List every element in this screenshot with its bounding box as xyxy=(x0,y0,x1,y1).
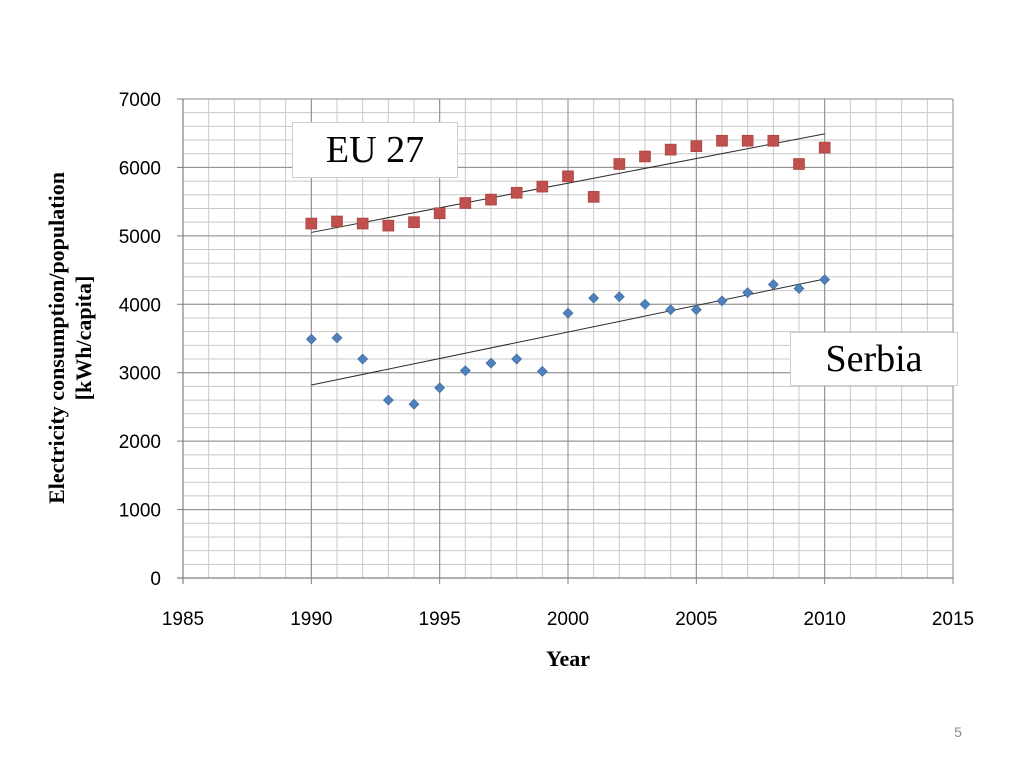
x-tick-label: 2015 xyxy=(932,609,974,630)
data-point-square xyxy=(536,180,549,193)
data-point-square xyxy=(587,191,600,203)
data-point-diamond xyxy=(485,357,497,369)
data-point-square xyxy=(433,207,446,220)
data-point-square xyxy=(613,158,626,170)
y-tick-label: 5000 xyxy=(119,227,161,248)
data-point-diamond xyxy=(639,298,651,310)
y-tick-label: 4000 xyxy=(119,295,161,316)
serbia-label: Serbia xyxy=(790,332,958,386)
data-point-diamond xyxy=(511,353,523,365)
data-point-square xyxy=(356,217,369,230)
data-point-diamond xyxy=(613,291,625,303)
trendline xyxy=(311,133,825,233)
y-tick-label: 0 xyxy=(150,569,161,590)
x-tick-label: 2005 xyxy=(675,609,717,630)
data-point-square xyxy=(639,150,651,163)
y-tick-label: 2000 xyxy=(119,432,161,453)
data-point-square xyxy=(818,141,831,154)
x-tick-label: 2010 xyxy=(804,609,846,630)
page-number: 5 xyxy=(954,724,962,740)
data-point-diamond xyxy=(716,295,728,307)
data-point-square xyxy=(793,158,805,170)
y-axis-title-line: [kWh/capita] xyxy=(71,276,96,401)
data-point-diamond xyxy=(819,274,831,286)
data-point-diamond xyxy=(434,382,446,394)
data-point-square xyxy=(664,143,677,156)
data-point-square xyxy=(767,134,780,147)
data-point-square xyxy=(408,216,420,228)
data-point-square xyxy=(485,193,497,206)
trendline xyxy=(311,278,825,386)
y-axis-title-line: Electricity consumption/population xyxy=(44,172,69,504)
x-axis-title: Year xyxy=(546,646,590,671)
data-point-square xyxy=(690,140,703,153)
data-point-diamond xyxy=(331,332,343,344)
data-point-diamond xyxy=(690,304,702,316)
x-tick-label: 2000 xyxy=(547,609,589,630)
data-point-diamond xyxy=(536,365,548,377)
y-tick-label: 6000 xyxy=(119,158,161,179)
data-point-diamond xyxy=(459,365,471,377)
y-axis-title: Electricity consumption/population[kWh/c… xyxy=(44,172,96,504)
eu27-label: EU 27 xyxy=(292,122,458,178)
x-tick-label: 1985 xyxy=(162,609,204,630)
data-point-square xyxy=(331,215,343,228)
y-tick-label: 7000 xyxy=(119,90,161,111)
data-point-square xyxy=(741,134,754,147)
x-tick-label: 1995 xyxy=(419,609,461,630)
data-point-square xyxy=(459,197,472,209)
data-point-square xyxy=(382,219,395,232)
data-point-diamond xyxy=(305,333,317,345)
data-point-square xyxy=(510,186,523,199)
data-point-diamond xyxy=(793,283,805,294)
data-point-diamond xyxy=(742,287,754,299)
data-point-diamond xyxy=(767,279,779,290)
y-tick-label: 1000 xyxy=(119,501,161,522)
data-point-diamond xyxy=(357,353,369,365)
data-point-square xyxy=(716,134,728,147)
data-point-diamond xyxy=(382,394,394,406)
y-tick-label: 3000 xyxy=(119,364,161,385)
data-point-square xyxy=(305,217,318,230)
data-point-square xyxy=(562,170,574,183)
data-point-diamond xyxy=(562,307,574,319)
data-point-diamond xyxy=(408,398,420,410)
data-point-diamond xyxy=(665,304,677,316)
data-point-diamond xyxy=(588,292,600,304)
x-tick-label: 1990 xyxy=(290,609,332,630)
